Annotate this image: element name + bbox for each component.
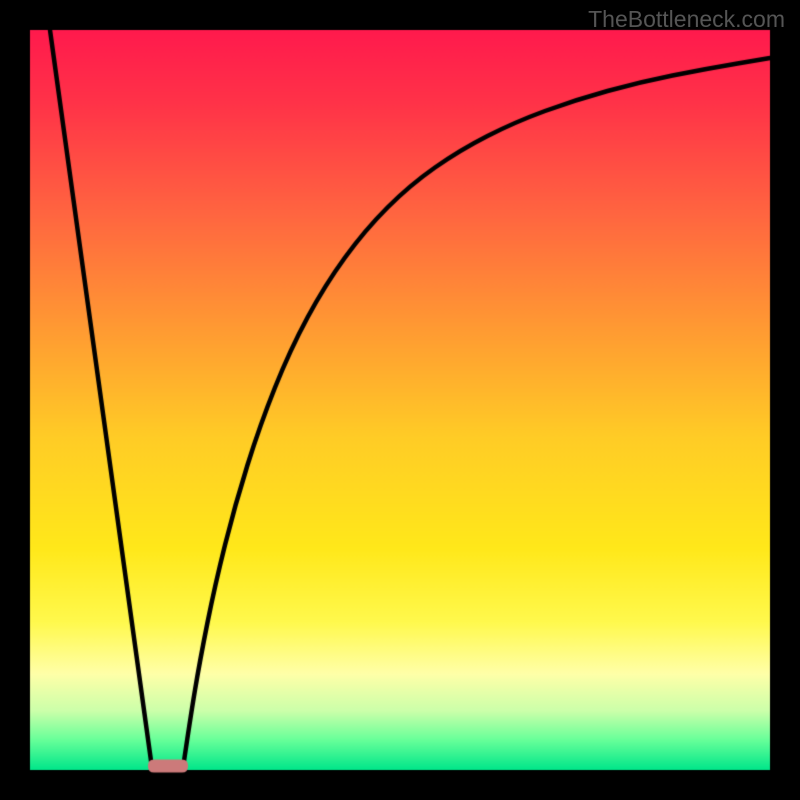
watermark-text: TheBottleneck.com	[588, 6, 785, 33]
bottleneck-curve-chart	[0, 0, 800, 800]
chart-container: TheBottleneck.com	[0, 0, 800, 800]
